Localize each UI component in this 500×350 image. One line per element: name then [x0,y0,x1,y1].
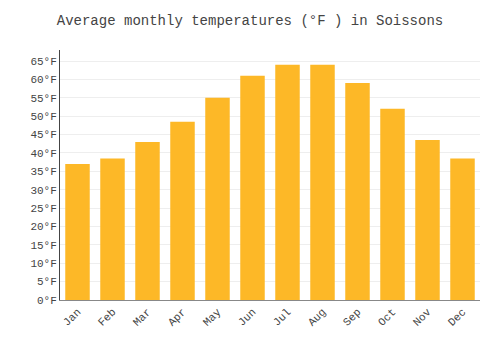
svg-text:Sep: Sep [341,306,363,328]
svg-text:65°F: 65°F [30,56,56,68]
svg-text:Jul: Jul [271,306,293,328]
svg-text:Jun: Jun [236,306,258,328]
svg-text:20°F: 20°F [30,221,56,233]
svg-text:Dec: Dec [446,306,468,328]
svg-text:Apr: Apr [166,306,188,328]
svg-text:Jan: Jan [61,306,83,328]
svg-text:40°F: 40°F [30,148,56,160]
svg-text:50°F: 50°F [30,111,56,123]
svg-text:5°F: 5°F [37,276,57,288]
svg-text:May: May [201,306,224,329]
svg-text:35°F: 35°F [30,166,56,178]
svg-text:Aug: Aug [306,306,328,328]
svg-text:Feb: Feb [96,306,118,328]
svg-text:25°F: 25°F [30,203,56,215]
svg-text:Mar: Mar [131,306,153,328]
svg-text:0°F: 0°F [37,295,57,307]
svg-text:15°F: 15°F [30,240,56,252]
svg-text:55°F: 55°F [30,93,56,105]
svg-text:30°F: 30°F [30,185,56,197]
svg-text:60°F: 60°F [30,74,56,86]
svg-text:Oct: Oct [376,306,398,328]
svg-text:Average monthly temperatures (: Average monthly temperatures (°F ) in So… [57,13,443,29]
svg-text:Nov: Nov [411,306,434,329]
svg-text:10°F: 10°F [30,258,56,270]
svg-text:45°F: 45°F [30,129,56,141]
